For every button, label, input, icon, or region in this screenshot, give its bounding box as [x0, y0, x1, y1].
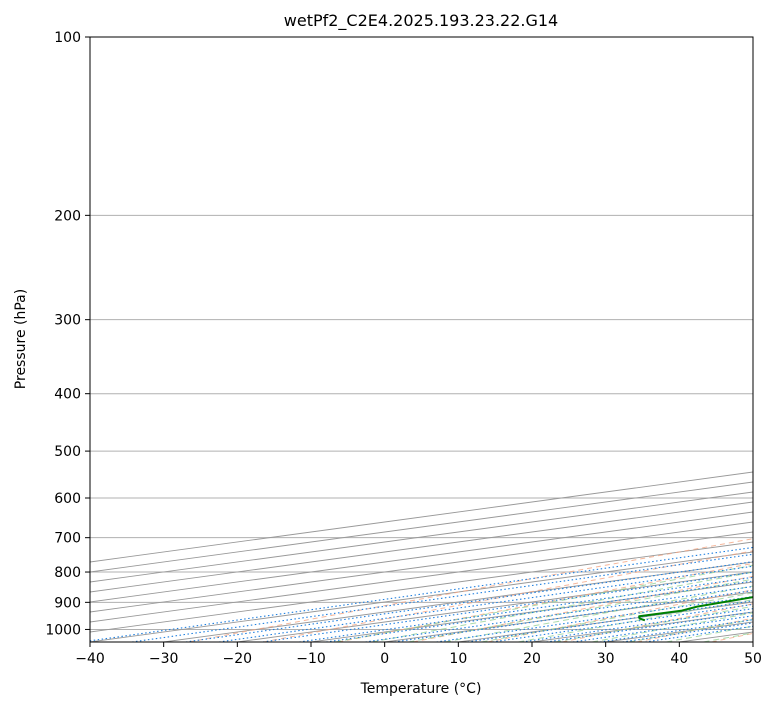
x-tick-label: −30 — [149, 651, 179, 667]
x-tick-label: −20 — [223, 651, 253, 667]
y-tick-label: 900 — [54, 595, 81, 611]
y-axis-label: Pressure (hPa) — [13, 289, 29, 389]
x-tick-label: 10 — [449, 651, 467, 667]
y-tick-label: 600 — [54, 491, 81, 507]
y-tick-label: 1000 — [45, 622, 81, 638]
x-tick-label: −10 — [296, 651, 326, 667]
x-tick-label: 20 — [523, 651, 541, 667]
y-tick-label: 700 — [54, 531, 81, 547]
y-tick-label: 500 — [54, 444, 81, 460]
x-tick-label: 50 — [744, 651, 762, 667]
y-tick-label: 100 — [54, 30, 81, 46]
y-tick-label: 200 — [54, 208, 81, 224]
x-tick-label: 40 — [670, 651, 688, 667]
chart-title: wetPf2_C2E4.2025.193.23.22.G14 — [284, 11, 558, 31]
x-tick-label: 30 — [597, 651, 615, 667]
y-tick-label: 300 — [54, 313, 81, 329]
y-tick-label: 400 — [54, 387, 81, 403]
x-tick-label: −40 — [75, 651, 105, 667]
x-axis-label: Temperature (°C) — [360, 681, 482, 697]
x-tick-label: 0 — [380, 651, 389, 667]
y-tick-label: 800 — [54, 565, 81, 581]
